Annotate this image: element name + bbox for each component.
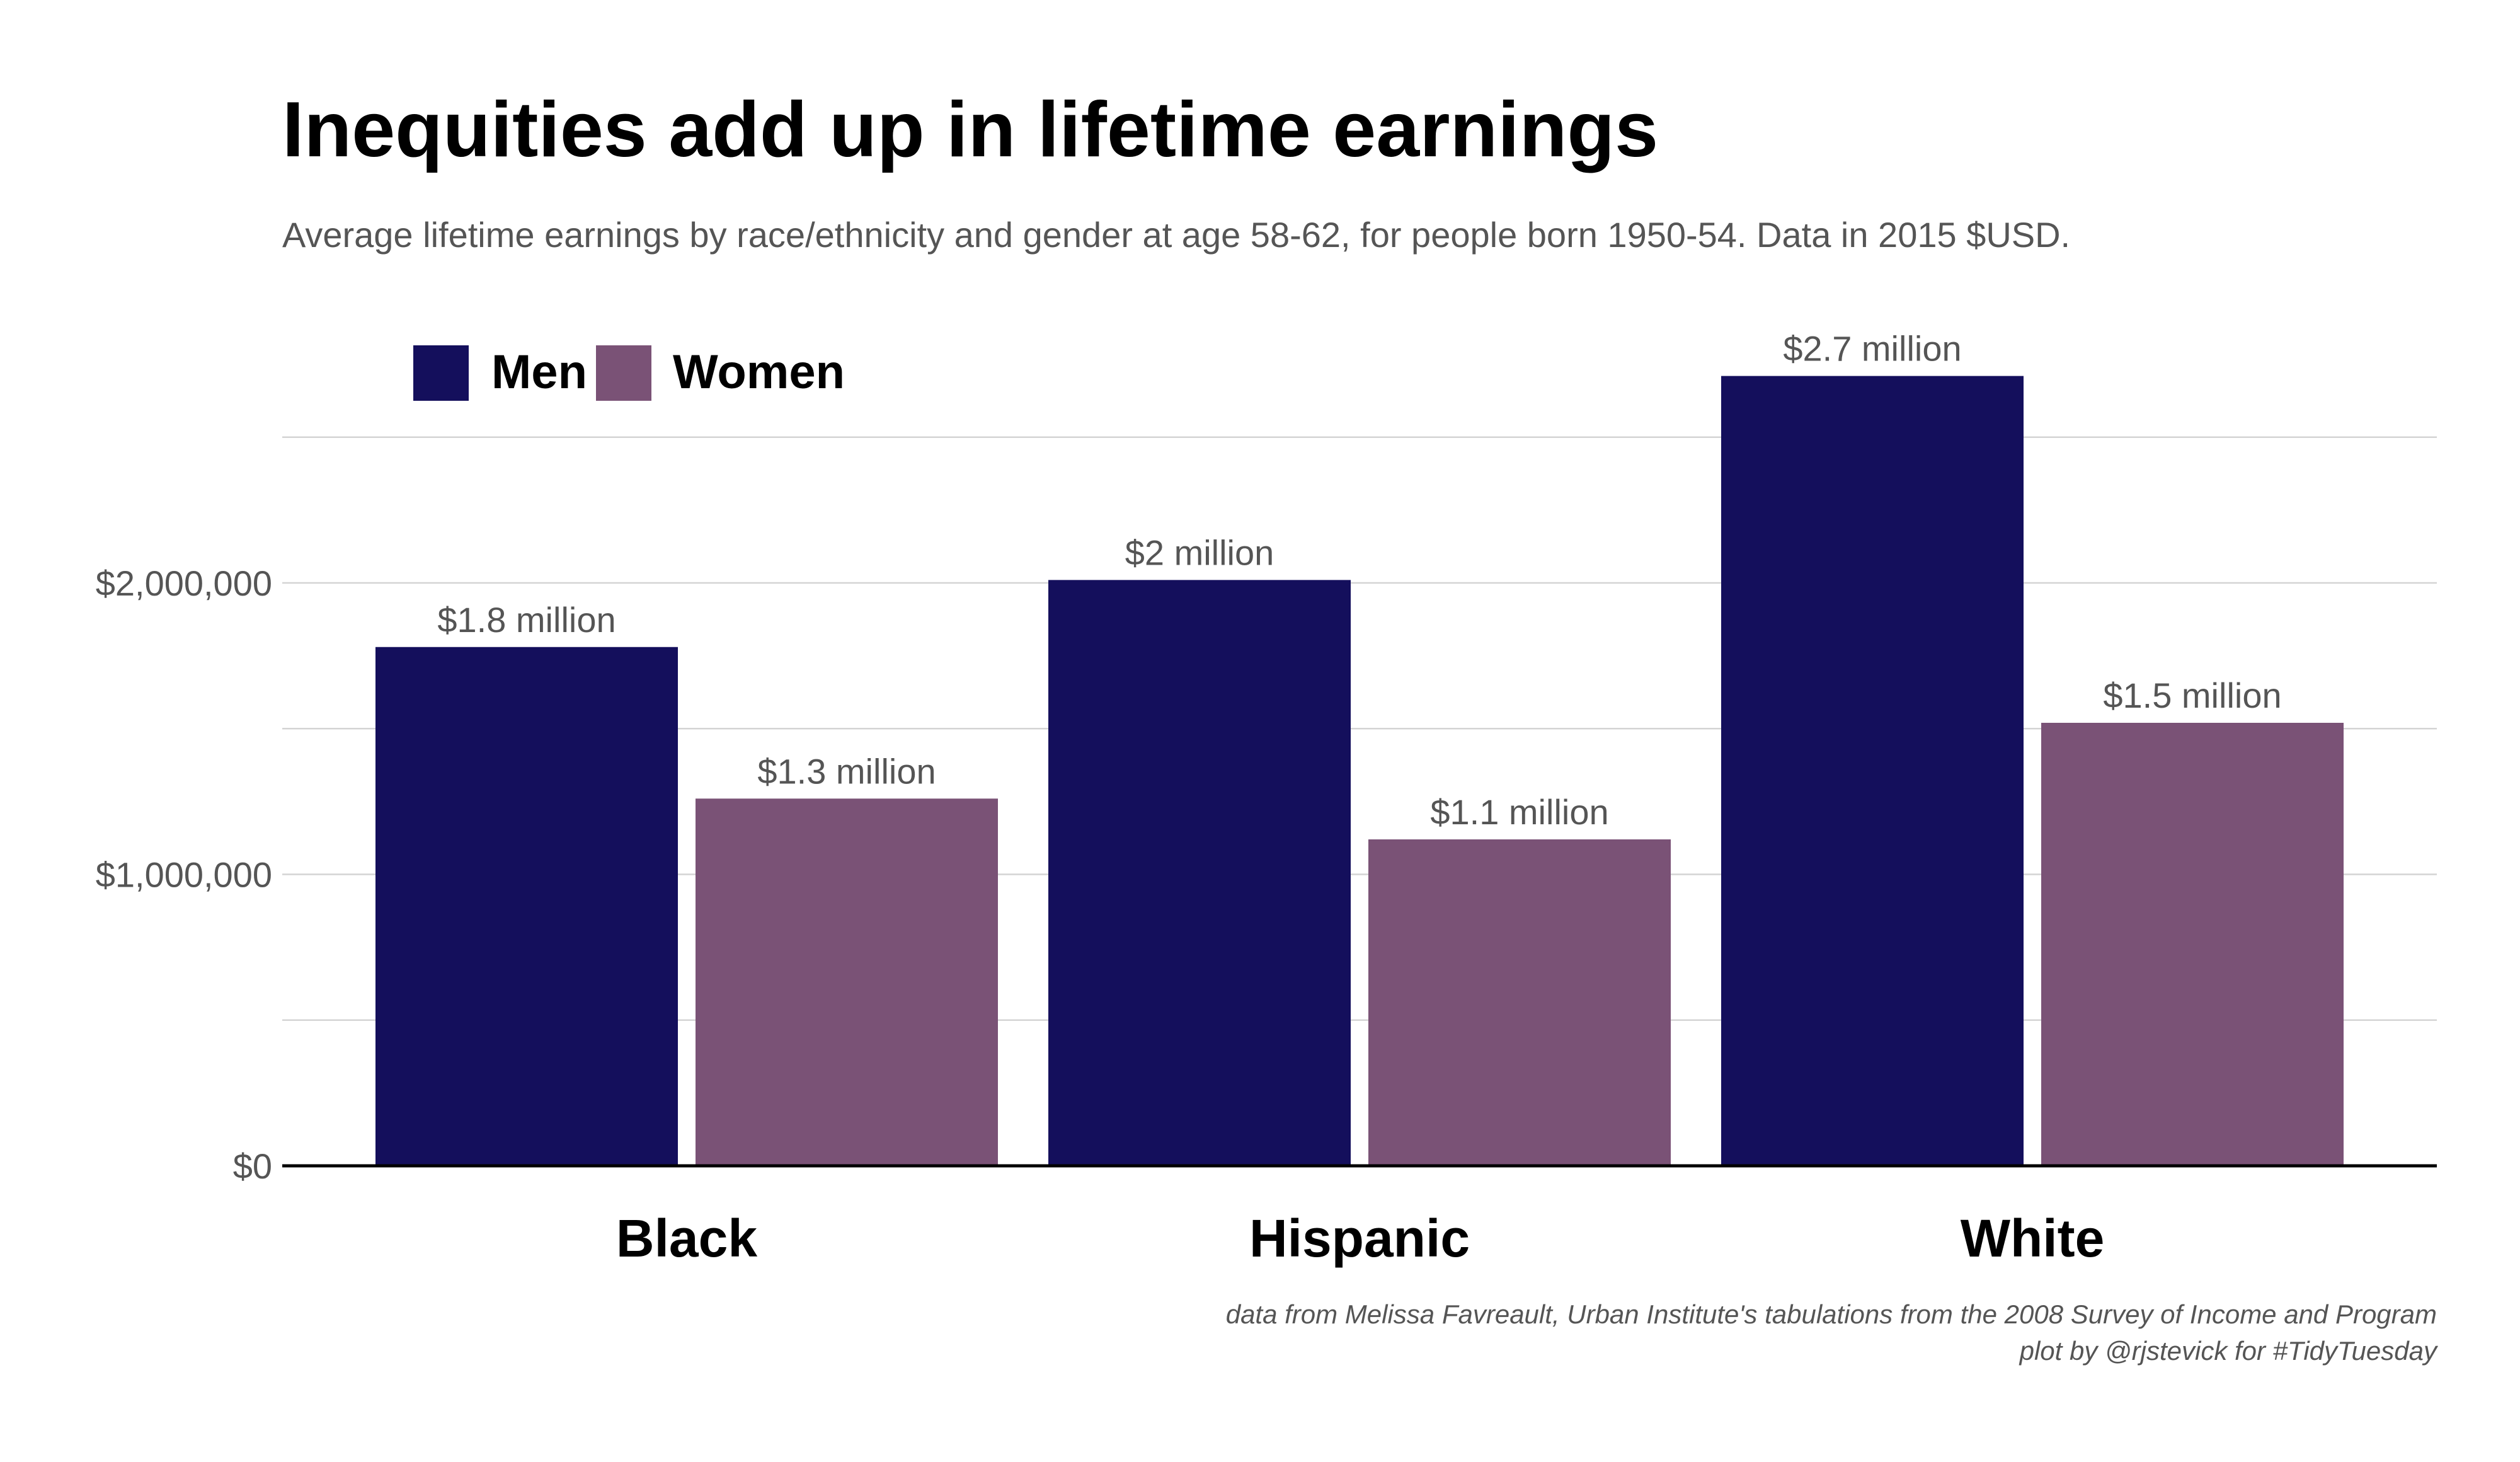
bar-value-label: $1.5 million	[2103, 676, 2281, 715]
bar-men-white	[1721, 376, 2024, 1166]
legend: Men Women	[413, 345, 845, 401]
legend-label-men: Men	[491, 345, 587, 399]
y-axis: $0 $1,000,000 $2,000,000	[96, 563, 272, 1186]
bar-value-label: $1.3 million	[757, 751, 936, 791]
legend-swatch-men	[413, 345, 469, 401]
x-axis: Black Hispanic White	[616, 1209, 2104, 1268]
legend-swatch-women	[596, 345, 651, 401]
y-tick-label: $1,000,000	[96, 855, 272, 895]
x-tick-label: Black	[616, 1209, 757, 1268]
bar-women-white	[2041, 723, 2344, 1166]
bar-value-label: $1.8 million	[437, 600, 616, 640]
bar-women-hispanic	[1368, 839, 1671, 1166]
y-tick-label: $0	[233, 1146, 272, 1186]
chart-subtitle: Average lifetime earnings by race/ethnic…	[282, 215, 2070, 255]
bar-labels: $1.8 million $1.3 million $2 million $1.1 m…	[437, 329, 2281, 832]
bar-value-label: $2 million	[1125, 532, 1274, 572]
chart-title: Inequities add up in lifetime earnings	[282, 86, 1658, 173]
caption-credit: plot by @rjstevick for #TidyTuesday	[2019, 1336, 2439, 1366]
bar-men-hispanic	[1048, 580, 1351, 1166]
y-tick-label: $2,000,000	[96, 563, 272, 603]
bar-women-black	[696, 798, 998, 1166]
legend-label-women: Women	[673, 345, 845, 399]
x-tick-label: Hispanic	[1249, 1209, 1470, 1268]
bar-value-label: $1.1 million	[1430, 792, 1608, 832]
bars	[375, 376, 2344, 1166]
bar-men-black	[375, 647, 678, 1166]
x-tick-label: White	[1961, 1209, 2105, 1268]
caption-source: data from Melissa Favreault, Urban Insti…	[1226, 1299, 2437, 1329]
bar-value-label: $2.7 million	[1783, 329, 1961, 369]
